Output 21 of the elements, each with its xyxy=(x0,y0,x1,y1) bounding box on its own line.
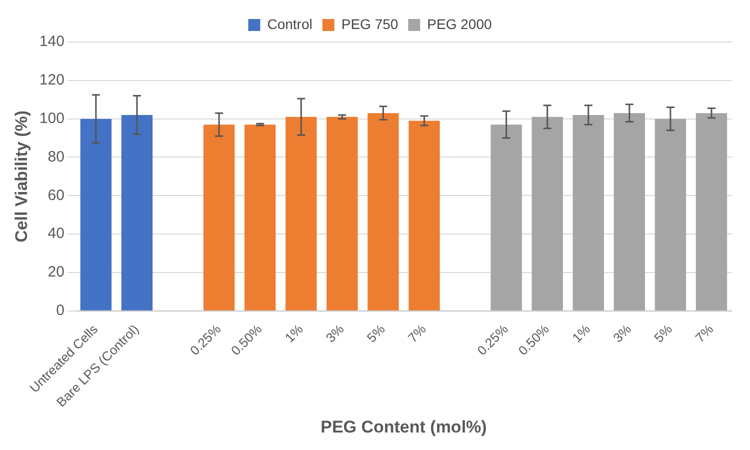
x-tick-label: 1% xyxy=(569,321,594,346)
x-tick-label: 3% xyxy=(322,321,348,346)
x-tick-label: 5% xyxy=(651,321,676,346)
x-tick-label: 7% xyxy=(692,321,716,346)
y-tick-label: 0 xyxy=(56,302,64,320)
y-tick-label: 140 xyxy=(39,33,64,50)
legend-label: Control xyxy=(267,16,312,32)
x-axis-title: PEG Content (mol%) xyxy=(320,417,487,436)
y-tick-label: 80 xyxy=(48,148,64,166)
y-tick-label: 100 xyxy=(39,110,64,127)
y-tick-label: 40 xyxy=(48,225,64,242)
y-tick-label: 120 xyxy=(39,72,64,89)
y-axis-title: Cell Viability (%) xyxy=(12,110,31,242)
x-tick-label: 5% xyxy=(364,321,388,346)
x-tick-label: 7% xyxy=(404,321,430,346)
legend-label: PEG 2000 xyxy=(427,16,492,32)
y-tick-label: 20 xyxy=(48,264,64,281)
x-tick-label: 3% xyxy=(610,321,634,346)
legend-label: PEG 750 xyxy=(341,16,398,32)
y-tick-label: 60 xyxy=(48,186,64,204)
x-tick-label: 1% xyxy=(282,321,306,346)
